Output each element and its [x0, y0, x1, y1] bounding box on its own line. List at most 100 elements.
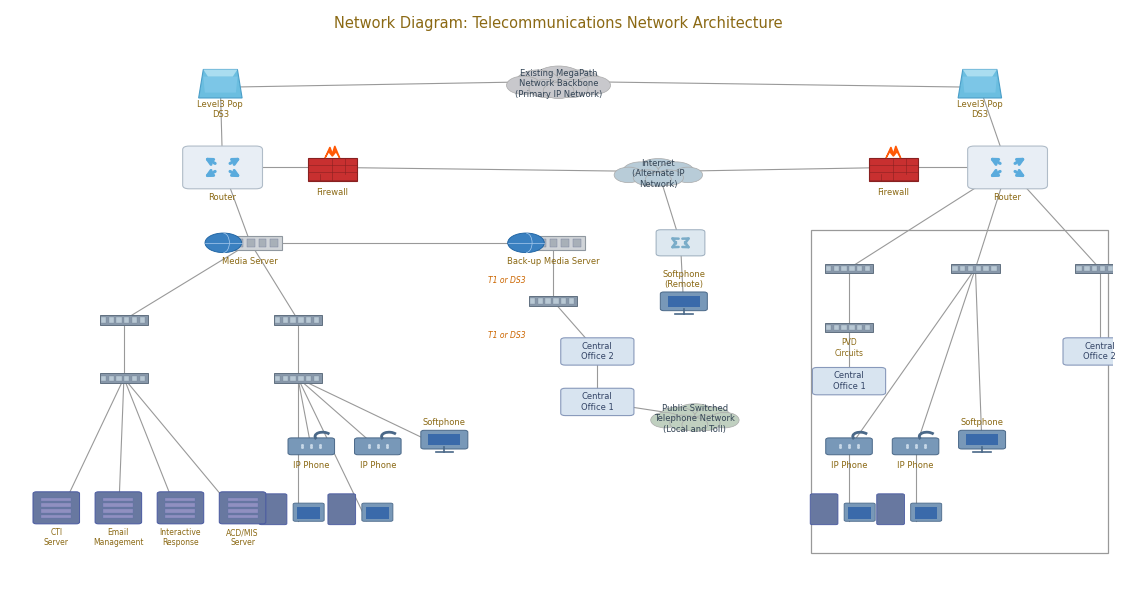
FancyBboxPatch shape [992, 265, 996, 271]
FancyBboxPatch shape [1063, 338, 1123, 365]
Text: CTI
Server: CTI Server [44, 528, 69, 547]
FancyBboxPatch shape [960, 265, 966, 271]
FancyBboxPatch shape [139, 376, 145, 381]
Text: Existing MegaPath
Network Backbone
(Primary IP Network): Existing MegaPath Network Backbone (Prim… [515, 69, 602, 99]
FancyBboxPatch shape [825, 325, 831, 330]
Text: Interactive
Response: Interactive Response [159, 528, 201, 547]
Polygon shape [203, 69, 237, 76]
Text: Central
Office 2: Central Office 2 [1084, 342, 1116, 361]
FancyBboxPatch shape [951, 264, 999, 273]
FancyBboxPatch shape [362, 503, 393, 521]
Circle shape [517, 70, 559, 93]
FancyBboxPatch shape [849, 265, 855, 271]
FancyBboxPatch shape [966, 434, 998, 445]
FancyBboxPatch shape [117, 317, 121, 323]
FancyBboxPatch shape [1115, 265, 1121, 271]
FancyBboxPatch shape [546, 299, 550, 303]
FancyBboxPatch shape [521, 235, 585, 250]
FancyBboxPatch shape [833, 265, 839, 271]
FancyBboxPatch shape [133, 317, 137, 323]
Polygon shape [962, 76, 997, 93]
FancyBboxPatch shape [421, 430, 468, 449]
FancyBboxPatch shape [841, 265, 847, 271]
FancyBboxPatch shape [100, 315, 148, 324]
FancyBboxPatch shape [959, 430, 1005, 449]
FancyBboxPatch shape [228, 509, 257, 513]
Text: Email
Management: Email Management [93, 528, 144, 547]
FancyBboxPatch shape [165, 503, 195, 507]
Circle shape [658, 162, 694, 181]
FancyBboxPatch shape [869, 158, 917, 181]
Polygon shape [958, 69, 1002, 98]
FancyBboxPatch shape [893, 438, 939, 455]
Text: Softphone: Softphone [423, 418, 466, 427]
FancyBboxPatch shape [841, 325, 847, 330]
Circle shape [710, 412, 739, 428]
FancyBboxPatch shape [976, 265, 982, 271]
FancyBboxPatch shape [810, 494, 838, 525]
FancyBboxPatch shape [293, 503, 325, 521]
FancyBboxPatch shape [428, 434, 460, 445]
Text: Central
Office 1: Central Office 1 [832, 371, 866, 391]
FancyBboxPatch shape [42, 515, 71, 518]
FancyBboxPatch shape [258, 239, 266, 247]
FancyBboxPatch shape [283, 376, 287, 381]
FancyBboxPatch shape [308, 158, 357, 181]
Circle shape [622, 162, 659, 181]
FancyBboxPatch shape [42, 509, 71, 513]
Text: Softphone
(Remote): Softphone (Remote) [663, 270, 705, 289]
FancyBboxPatch shape [824, 264, 874, 273]
Text: IP Phone: IP Phone [359, 461, 396, 470]
Polygon shape [199, 69, 243, 98]
FancyBboxPatch shape [236, 239, 244, 247]
Text: Router: Router [209, 193, 237, 202]
FancyBboxPatch shape [299, 376, 303, 381]
FancyBboxPatch shape [101, 317, 106, 323]
FancyBboxPatch shape [1099, 265, 1105, 271]
Circle shape [633, 170, 663, 185]
FancyBboxPatch shape [554, 299, 558, 303]
Circle shape [646, 172, 672, 186]
FancyBboxPatch shape [103, 503, 134, 507]
FancyBboxPatch shape [844, 503, 875, 521]
FancyBboxPatch shape [877, 494, 904, 525]
Circle shape [576, 76, 611, 95]
FancyBboxPatch shape [812, 367, 886, 395]
FancyBboxPatch shape [103, 509, 134, 513]
FancyBboxPatch shape [183, 146, 263, 189]
Text: Network Diagram: Telecommunications Network Architecture: Network Diagram: Telecommunications Netw… [335, 16, 783, 31]
FancyBboxPatch shape [287, 438, 335, 455]
FancyBboxPatch shape [157, 492, 203, 524]
Text: Router: Router [994, 193, 1022, 202]
FancyBboxPatch shape [307, 376, 311, 381]
FancyBboxPatch shape [538, 299, 542, 303]
FancyBboxPatch shape [849, 325, 855, 330]
FancyBboxPatch shape [139, 317, 145, 323]
Text: Firewall: Firewall [877, 188, 910, 197]
FancyBboxPatch shape [1092, 265, 1097, 271]
Circle shape [637, 158, 681, 182]
FancyBboxPatch shape [228, 503, 257, 507]
FancyBboxPatch shape [298, 507, 320, 519]
FancyBboxPatch shape [1077, 265, 1081, 271]
Text: Public Switched
Telephone Network
(Local and Toll): Public Switched Telephone Network (Local… [655, 404, 736, 434]
Circle shape [506, 76, 540, 95]
FancyBboxPatch shape [825, 265, 831, 271]
FancyBboxPatch shape [952, 265, 958, 271]
FancyBboxPatch shape [313, 317, 319, 323]
Text: T1 or DS3: T1 or DS3 [487, 276, 526, 285]
FancyBboxPatch shape [274, 373, 322, 383]
Circle shape [691, 415, 720, 430]
FancyBboxPatch shape [366, 507, 389, 519]
FancyBboxPatch shape [569, 299, 574, 303]
FancyBboxPatch shape [291, 317, 295, 323]
FancyBboxPatch shape [42, 498, 71, 501]
Text: T1 or DS3: T1 or DS3 [487, 331, 526, 340]
FancyBboxPatch shape [984, 265, 989, 271]
FancyBboxPatch shape [165, 515, 195, 518]
FancyBboxPatch shape [274, 315, 322, 324]
FancyBboxPatch shape [101, 376, 106, 381]
Text: IP Phone: IP Phone [831, 461, 867, 470]
FancyBboxPatch shape [133, 376, 137, 381]
FancyBboxPatch shape [825, 438, 873, 455]
